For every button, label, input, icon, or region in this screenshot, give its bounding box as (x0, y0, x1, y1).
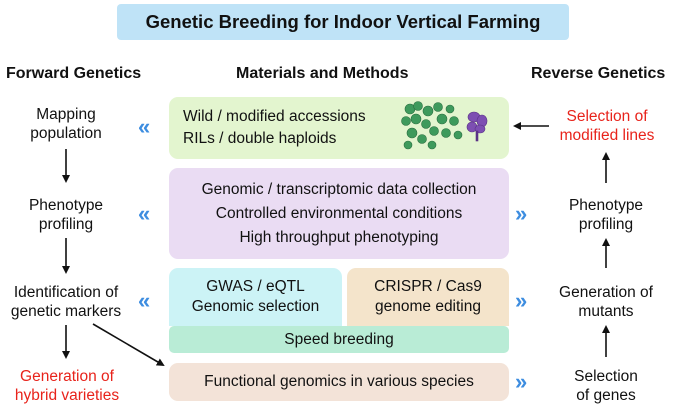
genomic-selection-line: Genomic selection (191, 298, 320, 315)
phenotyping-line: High throughput phenotyping (239, 228, 439, 246)
genetic-markers-label: Identification of genetic markers (10, 284, 122, 320)
chevron-right-icon: » (515, 369, 528, 394)
speed-breeding-box: Speed breeding (169, 326, 509, 353)
mutants-label: Generation of mutants (559, 284, 653, 320)
crispr-box: CRISPR / Cas9 genome editing (347, 268, 509, 326)
forward-phenotype-profiling-label: Phenotype profiling (28, 197, 104, 233)
data-collection-box: Genomic / transcriptomic data collection… (169, 168, 509, 259)
genomic-data-line: Genomic / transcriptomic data collection (201, 180, 477, 198)
crispr-line: CRISPR / Cas9 (374, 278, 482, 295)
forward-genetics-heading: Forward Genetics (6, 65, 142, 82)
genome-editing-line: genome editing (375, 298, 481, 315)
chevron-left-icon: « (138, 288, 151, 313)
environment-line: Controlled environmental conditions (215, 204, 463, 222)
chevron-left-icon: « (138, 114, 151, 139)
page-title: Genetic Breeding for Indoor Vertical Far… (117, 4, 569, 40)
modified-lines-label: Selection of modified lines (559, 108, 655, 144)
gwas-line: GWAS / eQTL (206, 278, 305, 295)
materials-methods-heading: Materials and Methods (236, 65, 409, 82)
chevron-right-icon: » (515, 288, 528, 313)
arrow-markers-to-functional (92, 323, 165, 367)
reverse-phenotype-profiling-label: Phenotype profiling (568, 197, 644, 233)
mapping-population-label: Mapping population (30, 106, 102, 142)
chevron-left-icon: « (138, 201, 151, 226)
rils-line: RILs / double haploids (183, 130, 337, 147)
plant-illustration-icon (401, 101, 488, 150)
functional-genomics-box: Functional genomics in various species (169, 363, 509, 401)
reverse-genetics-heading: Reverse Genetics (531, 65, 666, 82)
accessions-line: Wild / modified accessions (183, 108, 366, 125)
gwas-box: GWAS / eQTL Genomic selection (169, 268, 342, 326)
hybrid-varieties-label: Generation of hybrid varieties (14, 368, 120, 404)
chevron-right-icon: » (515, 201, 528, 226)
selection-of-genes-label: Selection of genes (574, 368, 638, 404)
